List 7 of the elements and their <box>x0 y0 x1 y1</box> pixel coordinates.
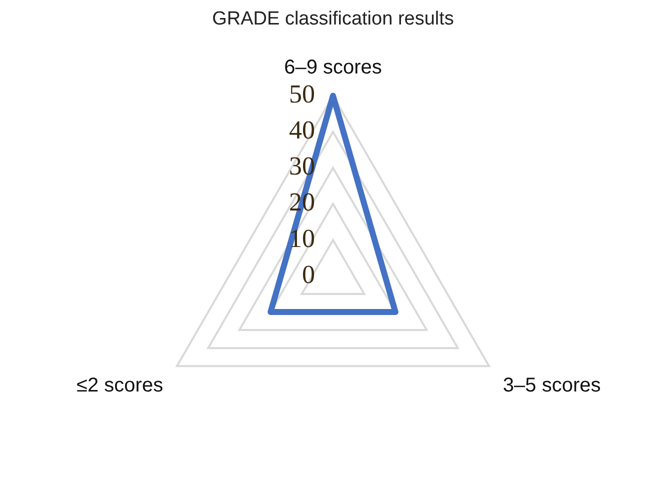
spoke-label: ≤2 scores <box>76 374 164 397</box>
spoke-label: 6–9 scores <box>284 56 382 78</box>
chart-title: GRADE classification results <box>212 8 454 30</box>
y-tick-label: 40 <box>289 116 315 145</box>
y-tick-label: 50 <box>289 80 315 109</box>
spoke-label: 3–5 scores <box>502 374 601 397</box>
y-tick-label: 0 <box>302 260 315 289</box>
